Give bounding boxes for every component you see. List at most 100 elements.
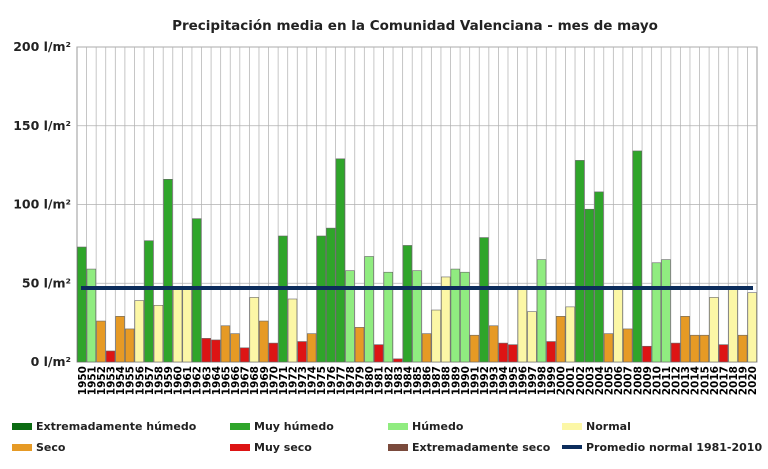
bar-1981 bbox=[373, 344, 384, 363]
bar-2010 bbox=[651, 262, 662, 363]
x-tick-label: 1999 bbox=[546, 366, 558, 395]
x-tick-label: 1989 bbox=[450, 366, 462, 395]
bar-1958 bbox=[153, 304, 164, 363]
x-tick-label: 1968 bbox=[249, 366, 261, 395]
legend-swatch-muy_humedo bbox=[230, 423, 250, 430]
bar-1978 bbox=[345, 270, 355, 363]
x-tick-label: 1997 bbox=[527, 366, 539, 395]
bar-1975 bbox=[316, 235, 326, 363]
bar-1973 bbox=[297, 341, 307, 363]
bar-2020 bbox=[747, 292, 757, 363]
x-tick-label: 1952 bbox=[96, 366, 108, 395]
bar-2005 bbox=[603, 333, 614, 363]
bar-1980 bbox=[364, 256, 374, 363]
bar-1972 bbox=[287, 298, 298, 363]
bar-2016 bbox=[709, 297, 719, 363]
bars bbox=[77, 150, 757, 363]
y-tick-label: 200 l/m² bbox=[13, 39, 71, 54]
bar-1993 bbox=[488, 325, 499, 363]
x-tick-label: 1975 bbox=[316, 366, 328, 395]
bar-1960 bbox=[172, 289, 183, 363]
x-tick-label: 1961 bbox=[182, 366, 194, 395]
y-tick-label: 150 l/m² bbox=[13, 118, 71, 133]
x-tick-label: 1993 bbox=[489, 366, 501, 395]
x-tick-label: 1974 bbox=[307, 366, 319, 395]
x-tick-label: 2010 bbox=[651, 366, 663, 395]
x-tick-label: 2020 bbox=[747, 366, 759, 395]
x-tick-label: 1976 bbox=[326, 366, 338, 395]
bar-1990 bbox=[460, 271, 470, 363]
x-tick-label: 2003 bbox=[584, 366, 596, 395]
x-tick-label: 1992 bbox=[479, 366, 491, 395]
bar-1995 bbox=[508, 344, 518, 363]
x-tick-label: 1950 bbox=[77, 366, 89, 395]
x-tick-label: 2019 bbox=[738, 366, 750, 395]
legend-label-muy_seco: Muy seco bbox=[254, 441, 312, 454]
bar-1979 bbox=[354, 327, 365, 363]
bar-1982 bbox=[383, 271, 393, 363]
bar-1984 bbox=[402, 245, 413, 363]
x-tick-label: 1971 bbox=[278, 366, 290, 395]
x-tick-label: 2012 bbox=[671, 366, 683, 395]
x-tick-label: 1984 bbox=[402, 366, 414, 395]
bar-2000 bbox=[555, 316, 566, 363]
x-tick-label: 2017 bbox=[718, 366, 730, 395]
x-tick-label: 2007 bbox=[623, 366, 635, 395]
bar-1996 bbox=[517, 287, 528, 363]
bar-1987 bbox=[431, 309, 441, 363]
bar-1992 bbox=[479, 237, 489, 363]
x-tick-label: 1957 bbox=[144, 366, 156, 395]
bar-1955 bbox=[124, 328, 135, 363]
x-tick-label: 1954 bbox=[115, 366, 127, 395]
x-tick-label: 1981 bbox=[374, 366, 386, 395]
x-tick-label: 1988 bbox=[441, 366, 453, 395]
x-tick-label: 1953 bbox=[106, 366, 118, 395]
bar-1971 bbox=[278, 235, 288, 363]
x-tick-label: 1965 bbox=[220, 366, 232, 395]
legend-label-extremadamente_seco: Extremadamente seco bbox=[412, 441, 551, 454]
x-tick-label: 2004 bbox=[594, 366, 606, 395]
bar-1968 bbox=[249, 297, 259, 363]
bar-1976 bbox=[326, 227, 336, 363]
bar-1956 bbox=[134, 300, 144, 363]
x-tick-label: 1955 bbox=[125, 366, 137, 395]
x-tick-label: 1998 bbox=[537, 366, 549, 395]
y-axis: 0 l/m² 50 l/m² 100 l/m² 150 l/m² 200 l/m² bbox=[13, 39, 71, 369]
legend-swatch-extremadamente_seco bbox=[388, 444, 408, 451]
bar-1977 bbox=[335, 158, 346, 363]
bar-1954 bbox=[115, 316, 125, 363]
bar-1952 bbox=[96, 320, 106, 363]
legend: Extremadamente húmedo Muy húmedo Húmedo Nor… bbox=[12, 420, 762, 454]
x-tick-label: 1983 bbox=[393, 366, 405, 395]
legend-swatch-seco bbox=[12, 444, 32, 451]
x-tick-label: 1960 bbox=[173, 366, 185, 395]
bar-2009 bbox=[642, 345, 652, 363]
x-tick-label: 1985 bbox=[412, 366, 424, 395]
bar-1969 bbox=[259, 320, 269, 363]
x-tick-label: 2015 bbox=[699, 366, 711, 395]
legend-label-humedo: Húmedo bbox=[412, 420, 464, 433]
x-tick-label: 1964 bbox=[211, 366, 223, 395]
bar-1951 bbox=[86, 268, 97, 363]
bar-1964 bbox=[211, 339, 221, 363]
bar-2006 bbox=[613, 289, 623, 363]
bar-1974 bbox=[306, 333, 317, 363]
legend-label-seco: Seco bbox=[36, 441, 66, 454]
bar-2001 bbox=[565, 306, 575, 363]
bar-1966 bbox=[230, 333, 240, 363]
x-tick-label: 2002 bbox=[575, 366, 587, 395]
bar-1950 bbox=[77, 246, 87, 363]
x-tick-label: 2016 bbox=[709, 366, 721, 395]
x-tick-label: 2006 bbox=[613, 366, 625, 395]
x-tick-label: 1962 bbox=[192, 366, 204, 395]
x-tick-label: 1980 bbox=[364, 366, 376, 395]
bar-1985 bbox=[412, 270, 422, 363]
x-tick-label: 2000 bbox=[556, 366, 568, 395]
x-axis: 1950195119521953195419551956195719581959… bbox=[77, 366, 759, 395]
bar-1994 bbox=[498, 342, 508, 363]
bar-2015 bbox=[699, 334, 710, 363]
x-tick-label: 2008 bbox=[632, 366, 644, 395]
y-tick-label: 50 l/m² bbox=[22, 275, 71, 290]
bar-2007 bbox=[622, 328, 633, 363]
